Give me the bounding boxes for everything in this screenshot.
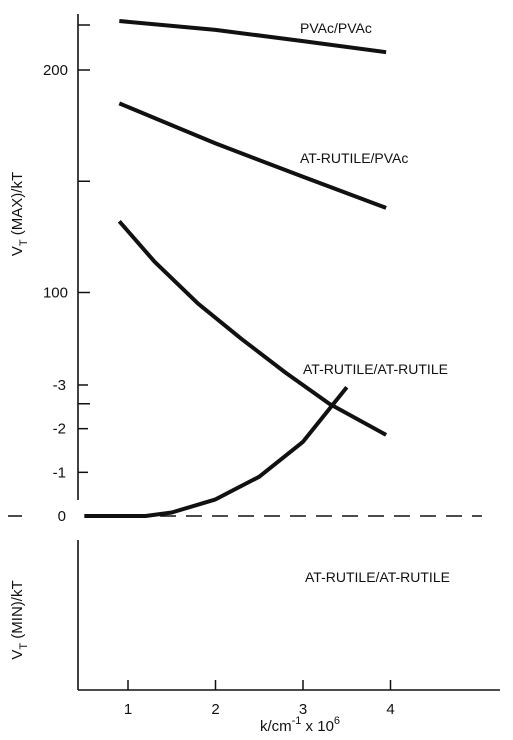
upper-series-label-3: AT-RUTILE/AT-RUTILE — [303, 361, 448, 377]
lower-series-line-1 — [84, 385, 349, 518]
axes — [8, 14, 500, 691]
lower-y-axis-label: VT (MIN)/kT — [9, 580, 30, 659]
upper-series-line-1 — [119, 19, 387, 55]
lower-series-label-1: AT-RUTILE/AT-RUTILE — [305, 569, 450, 585]
labels: 100 200 0 -1 -2 -3 1 2 3 4 k/cm-1 x 106 VT (MAX)/kT… — [9, 20, 450, 735]
lower-y-tick-label: 0 — [58, 508, 66, 525]
lower-y-tick-label: -1 — [53, 464, 66, 481]
curves — [84, 19, 482, 518]
upper-series-label-1: PVAc/PVAc — [300, 20, 372, 36]
x-tick-label: 2 — [211, 701, 219, 718]
upper-y-tick-label: 100 — [43, 285, 68, 302]
lower-y-tick-label: -2 — [53, 421, 66, 438]
upper-series-label-2: AT-RUTILE/PVAc — [300, 150, 408, 166]
lower-y-tick-label: -3 — [53, 377, 66, 394]
upper-series-line-3 — [117, 219, 388, 437]
x-axis-label: k/cm-1 x 106 — [260, 715, 340, 735]
upper-series-line-2 — [118, 101, 387, 210]
x-tick-label: 3 — [299, 701, 307, 718]
x-tick-label: 1 — [124, 701, 132, 718]
x-tick-label: 4 — [386, 701, 394, 718]
upper-y-axis-label: VT (MAX)/kT — [9, 172, 30, 256]
upper-y-tick-label: 200 — [43, 62, 68, 79]
